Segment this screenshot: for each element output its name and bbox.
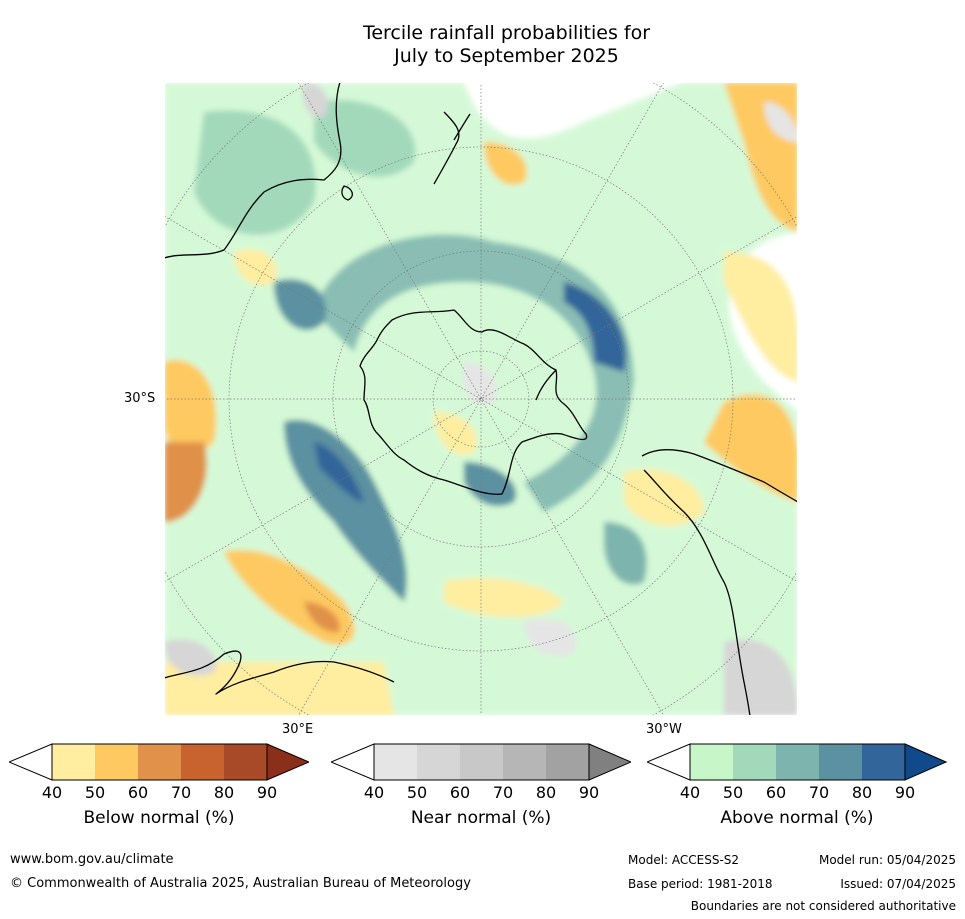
tick-label: 60	[765, 783, 787, 802]
footer-disclaimer: Boundaries are not considered authoritat…	[690, 899, 956, 913]
ticks-above-normal: 40 50 60 70 80 90	[647, 783, 947, 803]
probability-field	[164, 82, 798, 716]
tick-label: 70	[170, 783, 192, 802]
antarctic-peninsula-coast	[535, 369, 557, 401]
tick-label: 50	[84, 783, 106, 802]
chart-title: Tercile rainfall probabilities for July …	[0, 22, 965, 68]
colorbar-title-below: Below normal (%)	[83, 808, 235, 828]
cbar-above-over	[904, 743, 947, 781]
colorbar-above-normal	[647, 743, 947, 781]
tick-label: 60	[449, 783, 471, 802]
new-zealand-coast	[433, 111, 471, 185]
footer-url: www.bom.gov.au/climate	[10, 852, 174, 867]
footer-model-run: Model run: 05/04/2025	[818, 853, 956, 867]
tick-label: 90	[256, 783, 278, 802]
title-line-1: Tercile rainfall probabilities for	[362, 22, 651, 44]
cbar-near-over	[588, 743, 631, 781]
tick-label: 70	[492, 783, 514, 802]
lon-label-30e: 30°E	[282, 722, 314, 737]
tick-label: 70	[808, 783, 830, 802]
tasmania-coast	[341, 185, 353, 201]
ticks-below-normal: 40 50 60 70 80 90	[9, 783, 309, 803]
colorbar-below-normal	[9, 743, 309, 781]
tick-label: 50	[722, 783, 744, 802]
cbar-below-over	[266, 743, 309, 781]
lon-label-30w: 30°W	[646, 722, 682, 737]
south-america-coast	[641, 449, 798, 716]
australia-coast	[164, 82, 342, 259]
tick-label: 80	[535, 783, 557, 802]
south-polar-map	[164, 82, 798, 716]
colorbar-title-near: Near normal (%)	[410, 808, 552, 828]
tick-label: 90	[578, 783, 600, 802]
lat-label-30s: 30°S	[124, 391, 156, 406]
graticule	[164, 82, 798, 716]
tick-label: 40	[363, 783, 385, 802]
colorbar-near-normal	[331, 743, 631, 781]
tick-label: 80	[851, 783, 873, 802]
coastlines	[164, 82, 798, 716]
cbar-above-under	[647, 743, 691, 781]
footer-base-period: Base period: 1981-2018	[628, 877, 773, 891]
cbar-near-under	[331, 743, 375, 781]
tick-label: 60	[127, 783, 149, 802]
africa-coast	[164, 650, 395, 695]
antarctica-coast	[359, 309, 588, 495]
colorbar-title-above: Above normal (%)	[720, 808, 874, 828]
tick-label: 40	[41, 783, 63, 802]
footer-model: Model: ACCESS-S2	[628, 853, 740, 867]
tick-label: 80	[213, 783, 235, 802]
cbar-below-under	[9, 743, 53, 781]
footer-issued: Issued: 07/04/2025	[840, 877, 956, 891]
ticks-near-normal: 40 50 60 70 80 90	[331, 783, 631, 803]
title-line-2: July to September 2025	[394, 45, 619, 67]
footer-copyright: © Commonwealth of Australia 2025, Austra…	[10, 876, 471, 891]
tick-label: 90	[894, 783, 916, 802]
tick-label: 40	[679, 783, 701, 802]
tick-label: 50	[406, 783, 428, 802]
